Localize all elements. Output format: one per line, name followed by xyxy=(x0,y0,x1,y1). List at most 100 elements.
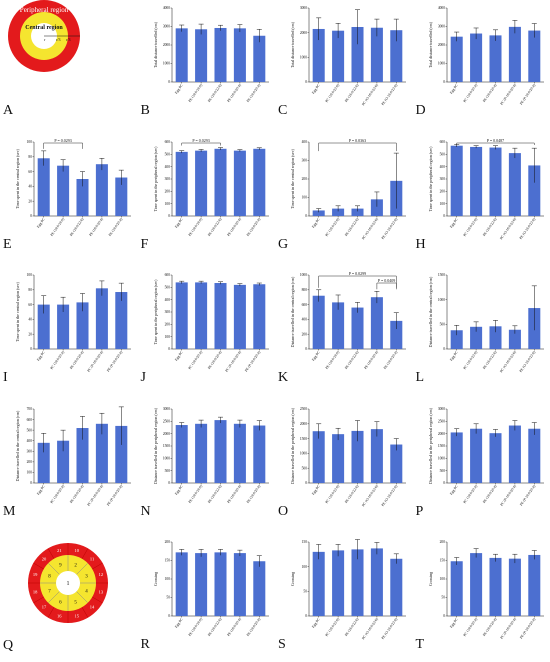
y-tick-label: 1000 xyxy=(300,273,307,277)
p-value-label: P = 0.0293 xyxy=(54,138,71,143)
y-axis-label: Time spent in the peripheral region (sec… xyxy=(153,145,158,211)
y-tick-label: 100 xyxy=(27,273,33,277)
x-tick-label: PC (16:0/22:6) xyxy=(462,350,478,371)
y-tick-label: 500 xyxy=(164,152,170,156)
y-tick-label: 300 xyxy=(27,449,33,453)
bar xyxy=(57,165,70,216)
x-tick-label: Egg PC xyxy=(174,350,184,362)
panel-f: 0 100 200 300 400 500 600 Time spent in the per… xyxy=(138,134,275,254)
x-tick-label: PE (O-16:0/22:6) xyxy=(381,483,399,506)
y-tick-label: 2000 xyxy=(300,31,307,35)
panel-letter: G xyxy=(278,236,289,252)
panel-letter: R xyxy=(140,637,150,652)
panel-e: 0 20 40 60 80 100 Time spent in the central re… xyxy=(0,134,137,254)
panel-l: 0 500 1000 1500 Distance travelled in the ce… xyxy=(413,267,550,387)
y-tick-label: 600 xyxy=(302,303,308,307)
x-tick-label: PE (18:0/20:4) xyxy=(245,216,261,236)
bar-chart-svg: 0 20 40 60 80 100 Time spent in the central re… xyxy=(15,273,131,373)
x-tick-label: PC (18:0/20:4) xyxy=(462,83,478,104)
panel-letter: Q xyxy=(3,638,14,653)
y-tick-label: 0 xyxy=(443,481,445,485)
y-tick-label: 0 xyxy=(168,80,170,84)
bar xyxy=(370,198,383,216)
y-tick-label: 1000 xyxy=(300,451,307,455)
bar xyxy=(527,30,540,82)
x-tick-label: PE (18:0/18:0) xyxy=(187,483,203,503)
y-tick-label: 0 xyxy=(305,614,307,618)
bar xyxy=(527,428,540,483)
zone-number: 4 xyxy=(85,590,88,595)
x-tick-label: PE (18:0/20:4) xyxy=(226,216,242,236)
bar-chart-svg: 0 20 40 60 80 100 Time spent in the central re… xyxy=(15,138,131,236)
bar xyxy=(332,433,345,483)
significance-bracket xyxy=(455,142,535,145)
y-axis-label: Total distance travelled (cm) xyxy=(290,21,295,67)
zone-number: 9 xyxy=(59,564,62,569)
y-tick-label: 0 xyxy=(30,214,32,218)
bar xyxy=(252,561,265,616)
y-tick-label: 500 xyxy=(302,466,308,470)
y-tick-label: 3000 xyxy=(300,6,307,10)
y-tick-label: 150 xyxy=(439,559,445,563)
zone-number: 13 xyxy=(99,589,104,594)
divider-line xyxy=(92,596,103,604)
x-tick-label: PE (18:0/20:4) xyxy=(245,483,261,503)
y-tick-label: 3000 xyxy=(437,25,444,29)
bar-chart-svg: 0 100 200 300 400 500 600 700 Distance travelled… xyxy=(15,406,131,506)
y-tick-label: 400 xyxy=(164,298,170,302)
y-tick-label: 1500 xyxy=(300,436,307,440)
x-tick-label: PC (18:0/20:4) xyxy=(462,483,478,504)
bar xyxy=(450,431,463,483)
bar-chart-svg: 0 50 100 150 200 Crossing Egg PC PE (18:0/18:0)… xyxy=(153,540,269,637)
x-tick-label: PC (16:0/22:6) xyxy=(325,483,341,504)
y-tick-label: 0 xyxy=(443,80,445,84)
y-axis-label: Crossing xyxy=(290,572,295,586)
bar xyxy=(527,554,540,616)
x-tick-label: PE (18:0/20:4) xyxy=(482,83,498,103)
bar-chart-svg: 0 100 200 300 400 500 600 Time spent in the per… xyxy=(153,273,269,373)
bar xyxy=(488,147,502,216)
bar xyxy=(469,33,482,82)
y-tick-label: 0 xyxy=(443,347,445,351)
bar xyxy=(312,551,325,616)
bar xyxy=(175,28,188,83)
bar xyxy=(488,35,502,82)
y-tick-label: 2000 xyxy=(437,43,444,47)
y-tick-label: 700 xyxy=(27,407,33,411)
x-tick-label: PC (O-16:0/22:6) xyxy=(361,483,379,507)
zone-number: 12 xyxy=(99,572,104,577)
bar xyxy=(175,282,188,349)
p-value-label: P = 0.0299 xyxy=(349,271,366,276)
bar xyxy=(252,148,265,216)
x-tick-label: Egg PC xyxy=(174,483,184,495)
y-tick-label: 60 xyxy=(28,303,32,307)
r-label: r xyxy=(44,37,46,42)
y-tick-label: 150 xyxy=(164,559,170,563)
bar xyxy=(312,295,325,349)
y-tick-label: 200 xyxy=(164,323,170,327)
x-tick-label: PE (P-18:0/20:4) xyxy=(519,617,537,640)
x-tick-label: Egg PC xyxy=(449,617,459,629)
x-tick-label: Egg PC xyxy=(449,483,459,495)
bar xyxy=(175,151,188,216)
panel-s: 0 50 100 150 Crossing Egg PC PC (16:0/22:6) PE … xyxy=(275,534,412,654)
bar xyxy=(450,145,463,216)
panel-letter: C xyxy=(278,103,288,118)
panel-o: 0 500 1000 1500 2000 2500 Distance travelled i… xyxy=(275,401,412,521)
y-tick-label: 200 xyxy=(439,189,445,193)
x-tick-label: PE (O-16:0/22:6) xyxy=(381,83,399,106)
zone-number: 11 xyxy=(90,557,94,562)
divider-line xyxy=(76,591,88,603)
y-tick-label: 0 xyxy=(168,347,170,351)
y-tick-label: 500 xyxy=(27,428,33,432)
x-tick-label: PC (16:0/22:6) xyxy=(325,617,341,638)
bar xyxy=(450,330,463,349)
y-tick-label: 100 xyxy=(27,140,33,144)
bar-chart-svg: 0 500 1000 1500 2000 2500 3000 Distance travell… xyxy=(153,407,269,503)
x-tick-label: PE (18:0/18:0) xyxy=(187,83,203,103)
y-axis-label: Time spent in the peripheral region (sec… xyxy=(153,279,158,345)
panel-h: 0 100 200 300 400 500 600 Time spent in the per… xyxy=(413,134,550,254)
panel-k: 0 200 400 600 800 1000 Distance travelled in t… xyxy=(275,267,412,387)
bar-chart-svg: 0 500 1000 1500 Distance travelled in the ce… xyxy=(428,273,544,373)
